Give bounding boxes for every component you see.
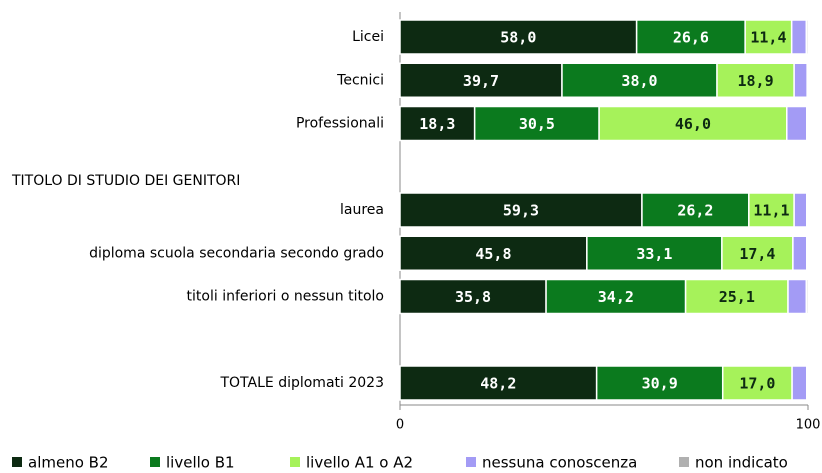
category-label: Tecnici	[336, 72, 384, 88]
value-label: 17,4	[739, 245, 775, 263]
legend-swatch	[150, 457, 160, 467]
bar-segment	[806, 192, 809, 228]
category-label: TOTALE diplomati 2023	[219, 375, 384, 391]
legend-label: non indicato	[695, 454, 788, 472]
bar-segment	[791, 365, 808, 401]
category-label: diploma scuola secondaria secondo grado	[89, 245, 384, 261]
legend-swatch	[290, 457, 300, 467]
legend-swatch	[679, 457, 689, 467]
value-label: 46,0	[675, 115, 711, 133]
value-label: 39,7	[463, 72, 499, 90]
value-label: 59,3	[503, 202, 539, 220]
bar-segment	[598, 105, 788, 142]
bar-segment	[805, 278, 809, 315]
legend-label: livello A1 o A2	[306, 454, 413, 472]
value-label: 18,3	[419, 115, 455, 133]
bar-segment	[806, 105, 809, 142]
bar-segment	[786, 105, 808, 142]
bar-segment	[684, 278, 789, 315]
value-label: 58,0	[500, 29, 536, 47]
legend-swatch	[466, 457, 476, 467]
value-label: 38,0	[621, 72, 657, 90]
bar-segment	[399, 235, 588, 271]
bar-segment	[748, 192, 795, 228]
value-label: 30,5	[519, 115, 555, 133]
bar-segment	[399, 365, 598, 401]
value-label: 33,1	[636, 245, 672, 263]
bar-segment	[806, 235, 809, 271]
bar-segment	[399, 19, 638, 55]
bar-segment	[793, 62, 808, 98]
legend-swatch	[12, 457, 22, 467]
category-label: titoli inferiori o nessun titolo	[187, 289, 384, 305]
value-label: 25,1	[719, 288, 755, 306]
bar-segment	[806, 365, 809, 401]
value-label: 34,2	[598, 288, 634, 306]
x-tick-label: 0	[396, 418, 404, 433]
value-label: 26,2	[677, 202, 713, 220]
legend-label: livello B1	[166, 454, 235, 472]
legend-label: nessuna conoscenza	[482, 454, 637, 472]
value-label: 35,8	[455, 288, 491, 306]
value-label: 48,2	[480, 375, 516, 393]
value-label: 26,6	[673, 29, 709, 47]
value-label: 17,0	[739, 375, 775, 393]
value-label: 11,1	[753, 202, 789, 220]
value-label: 30,9	[642, 375, 678, 393]
bar-segment	[635, 19, 746, 55]
bar-segment	[399, 62, 563, 98]
bar-segment	[805, 19, 809, 55]
legend-label: almeno B2	[28, 454, 109, 472]
bar-segment	[787, 278, 808, 315]
bar-segment	[744, 19, 793, 55]
bar-segment	[721, 365, 793, 401]
category-label: Licei	[352, 29, 384, 45]
bar-segment	[716, 62, 795, 98]
value-label: 18,9	[738, 72, 774, 90]
bar-segment	[586, 235, 723, 271]
bar-segment	[793, 192, 808, 228]
bar-segment	[641, 192, 750, 228]
value-label: 11,4	[750, 29, 786, 47]
bar-segment	[790, 19, 808, 55]
value-label: 45,8	[475, 245, 511, 263]
category-label: Professionali	[296, 116, 384, 132]
bar-segment	[792, 235, 808, 271]
category-label: laurea	[340, 202, 384, 218]
section-label: TITOLO DI STUDIO DEI GENITORI	[11, 173, 240, 189]
x-tick-label: 100	[796, 418, 821, 433]
bar-segment	[399, 192, 643, 228]
bar-segment	[806, 62, 809, 98]
